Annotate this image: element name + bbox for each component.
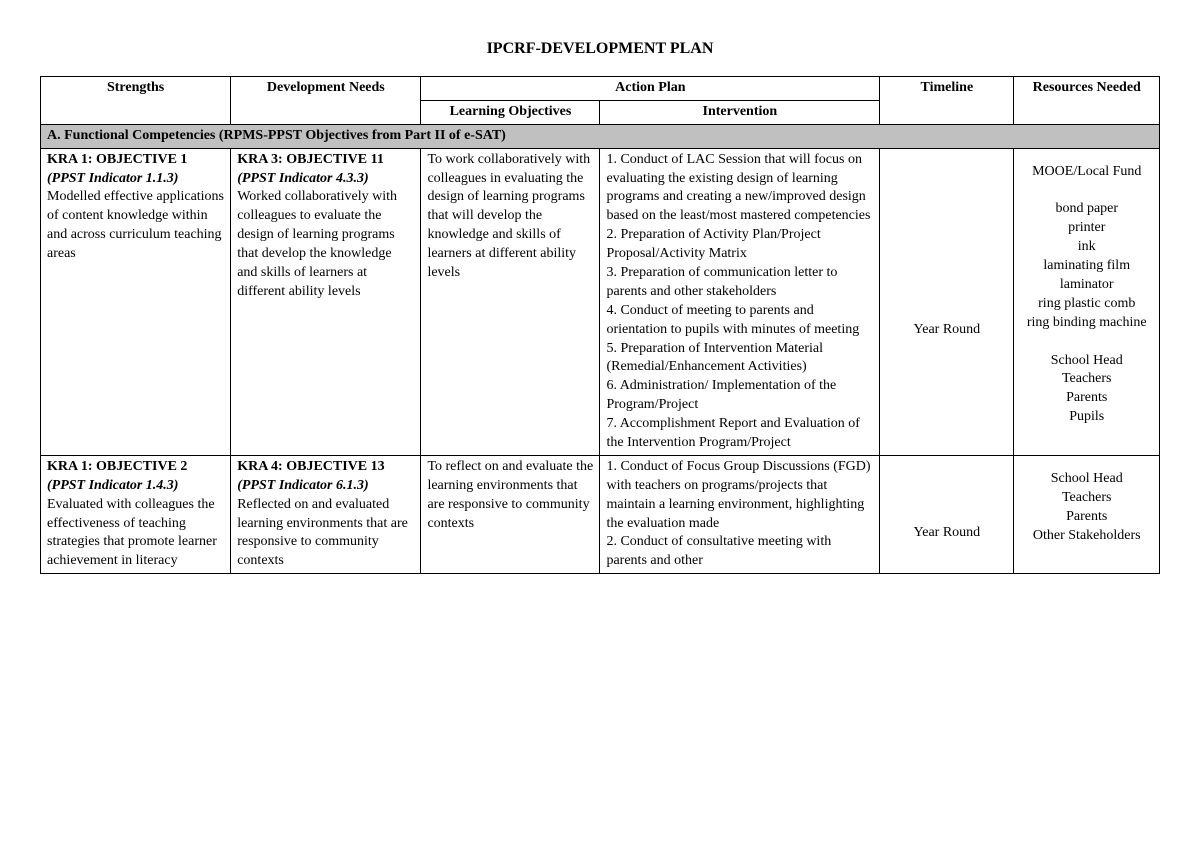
devneeds-body: Worked collaboratively with colleagues t… (237, 189, 397, 298)
cell-intervention: 1. Conduct of LAC Session that will focu… (600, 148, 880, 455)
strengths-indicator: (PPST Indicator 1.4.3) (47, 478, 178, 493)
table-row: KRA 1: OBJECTIVE 1 (PPST Indicator 1.1.3… (41, 148, 1160, 455)
cell-learnobj: To work collaboratively with colleagues … (421, 148, 600, 455)
col-header-resources: Resources Needed (1014, 77, 1160, 125)
col-header-intervention: Intervention (600, 100, 880, 124)
devneeds-indicator: (PPST Indicator 4.3.3) (237, 171, 368, 186)
cell-strengths: KRA 1: OBJECTIVE 1 (PPST Indicator 1.1.3… (41, 148, 231, 455)
table-header-row-1: Strengths Development Needs Action Plan … (41, 77, 1160, 101)
strengths-indicator: (PPST Indicator 1.1.3) (47, 171, 178, 186)
cell-resources: School Head Teachers Parents Other Stake… (1014, 455, 1160, 573)
cell-strengths: KRA 1: OBJECTIVE 2 (PPST Indicator 1.4.3… (41, 455, 231, 573)
development-plan-table: Strengths Development Needs Action Plan … (40, 76, 1160, 574)
col-header-learnobj: Learning Objectives (421, 100, 600, 124)
strengths-body: Evaluated with colleagues the effectiven… (47, 497, 217, 569)
devneeds-indicator: (PPST Indicator 6.1.3) (237, 478, 368, 493)
devneeds-body: Reflected on and evaluated learning envi… (237, 497, 408, 569)
strengths-heading: KRA 1: OBJECTIVE 2 (47, 459, 187, 474)
cell-learnobj: To reflect on and evaluate the learning … (421, 455, 600, 573)
devneeds-heading: KRA 4: OBJECTIVE 13 (237, 459, 384, 474)
cell-intervention: 1. Conduct of Focus Group Discussions (F… (600, 455, 880, 573)
col-header-devneeds: Development Needs (231, 77, 421, 125)
page-title: IPCRF-DEVELOPMENT PLAN (40, 40, 1160, 58)
table-row: KRA 1: OBJECTIVE 2 (PPST Indicator 1.4.3… (41, 455, 1160, 573)
col-header-strengths: Strengths (41, 77, 231, 125)
strengths-body: Modelled effective applications of conte… (47, 189, 224, 261)
col-header-actionplan: Action Plan (421, 77, 880, 101)
devneeds-heading: KRA 3: OBJECTIVE 11 (237, 152, 384, 167)
cell-timeline: Year Round (880, 455, 1014, 573)
col-header-timeline: Timeline (880, 77, 1014, 125)
cell-timeline: Year Round (880, 148, 1014, 455)
strengths-heading: KRA 1: OBJECTIVE 1 (47, 152, 187, 167)
section-a-header-row: A. Functional Competencies (RPMS-PPST Ob… (41, 124, 1160, 148)
cell-resources: MOOE/Local Fund bond paper printer ink l… (1014, 148, 1160, 455)
cell-devneeds: KRA 4: OBJECTIVE 13 (PPST Indicator 6.1.… (231, 455, 421, 573)
section-a-label: A. Functional Competencies (RPMS-PPST Ob… (41, 124, 1160, 148)
cell-devneeds: KRA 3: OBJECTIVE 11 (PPST Indicator 4.3.… (231, 148, 421, 455)
